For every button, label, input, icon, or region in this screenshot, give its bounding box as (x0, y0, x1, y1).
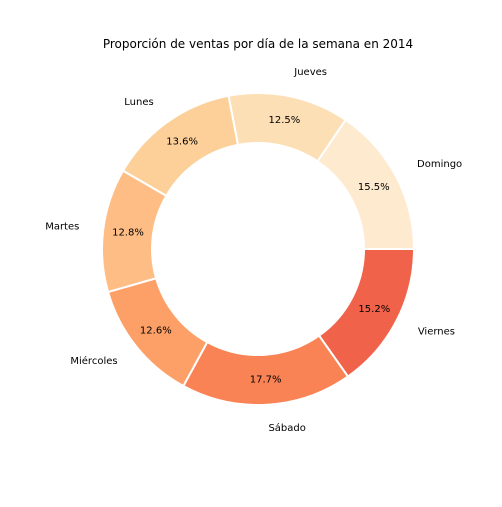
percent-label-martes: 12.8% (112, 227, 144, 238)
slice-label-jueves: Jueves (293, 67, 327, 78)
slice-sabado (182, 334, 350, 406)
slice-label-sabado: Sábado (268, 422, 305, 434)
percent-label-sabado: 17.7% (250, 374, 282, 385)
donut-slices (101, 92, 416, 406)
slice-viernes (317, 248, 416, 378)
slice-label-miercoles: Miércoles (70, 355, 117, 367)
slice-label-domingo: Domingo (417, 159, 462, 170)
percent-label-domingo: 15.5% (358, 182, 390, 193)
percent-label-miercoles: 12.6% (140, 325, 172, 336)
slice-label-martes: Martes (45, 221, 79, 232)
chart-title: Proporción de ventas por día de la seman… (103, 37, 413, 51)
slice-labels: Domingo 15.5% Jueves 12.5% Lunes 13.6% Martes 1… (45, 67, 462, 434)
percent-label-lunes: 13.6% (166, 137, 198, 148)
slice-label-viernes: Viernes (418, 326, 455, 337)
percent-label-viernes: 15.2% (358, 304, 390, 315)
percent-label-jueves: 12.5% (268, 115, 300, 126)
slice-label-lunes: Lunes (124, 97, 153, 108)
